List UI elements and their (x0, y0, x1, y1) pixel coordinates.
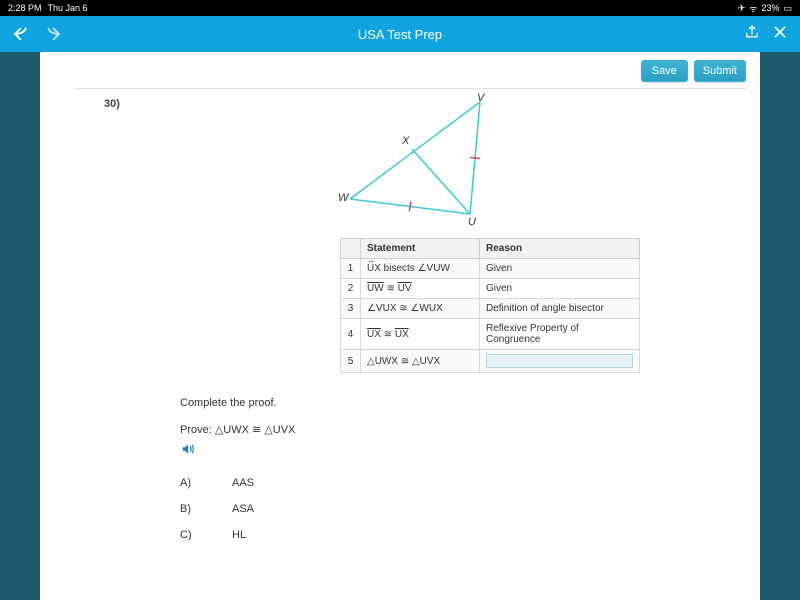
choice-letter: C) (180, 529, 194, 541)
question-number: 30) (104, 98, 120, 110)
battery-text: 23% (761, 3, 779, 13)
col-statement: Statement (361, 239, 480, 259)
submit-button[interactable]: Submit (694, 60, 746, 82)
triangle-diagram: V X W U (340, 94, 540, 224)
answer-choice[interactable]: B) ASA (180, 503, 295, 515)
row-num: 1 (341, 259, 361, 279)
save-button[interactable]: Save (641, 60, 688, 82)
wifi-icon: ᯤ (749, 2, 757, 15)
prompt-area: Complete the proof. Prove: △UWX ≅ △UVX A… (180, 397, 295, 555)
battery-icon: ▭ (783, 3, 792, 14)
table-row: 4UX ≅ UXReflexive Property of Congruence (341, 319, 640, 350)
audio-icon[interactable] (180, 442, 295, 459)
row-reason: Reflexive Property of Congruence (480, 319, 640, 350)
prompt-prove: Prove: △UWX ≅ △UVX (180, 423, 295, 436)
row-statement: UW ≅ UV (361, 279, 480, 299)
row-statement: UX ≅ UX (361, 319, 480, 350)
vertex-x: X (402, 135, 409, 147)
choice-letter: A) (180, 477, 194, 489)
content-page: Save Submit 30) V X W U Statement Reason… (40, 52, 760, 600)
row-num: 3 (341, 299, 361, 319)
row-num: 5 (341, 350, 361, 373)
vertex-v: V (477, 92, 484, 104)
row-reason: Given (480, 259, 640, 279)
airplane-icon: ✈ (738, 3, 746, 14)
choice-text: HL (232, 529, 246, 541)
table-row: 5△UWX ≅ △UVX (341, 350, 640, 373)
app-header: USA Test Prep (0, 16, 800, 52)
status-time: 2:28 PM (8, 3, 42, 13)
close-icon[interactable] (772, 24, 788, 45)
row-reason[interactable] (480, 350, 640, 373)
table-row: 1↔UX bisects ∠VUWGiven (341, 259, 640, 279)
row-num: 2 (341, 279, 361, 299)
choice-letter: B) (180, 503, 194, 515)
proof-table: Statement Reason 1↔UX bisects ∠VUWGiven2… (340, 238, 640, 373)
share-icon[interactable] (744, 24, 760, 45)
status-right: ✈ ᯤ 23% ▭ (738, 2, 792, 15)
vertex-u: U (468, 216, 476, 228)
row-reason: Given (480, 279, 640, 299)
choice-text: AAS (232, 477, 254, 489)
row-reason: Definition of angle bisector (480, 299, 640, 319)
vertex-w: W (338, 192, 348, 204)
prompt-complete: Complete the proof. (180, 397, 295, 409)
answer-choice[interactable]: C) HL (180, 529, 295, 541)
row-num: 4 (341, 319, 361, 350)
col-reason: Reason (480, 239, 640, 259)
choice-text: ASA (232, 503, 254, 515)
table-row: 2UW ≅ UVGiven (341, 279, 640, 299)
back-button[interactable] (12, 25, 30, 43)
row-statement: △UWX ≅ △UVX (361, 350, 480, 373)
answer-choice[interactable]: A) AAS (180, 477, 295, 489)
row-statement: ∠VUX ≅ ∠WUX (361, 299, 480, 319)
forward-button[interactable] (44, 25, 62, 43)
answer-drop-slot[interactable] (486, 354, 633, 368)
status-date: Thu Jan 6 (48, 3, 88, 13)
status-bar: 2:28 PM Thu Jan 6 ✈ ᯤ 23% ▭ (0, 0, 800, 16)
page-title: USA Test Prep (358, 27, 442, 42)
table-row: 3∠VUX ≅ ∠WUXDefinition of angle bisector (341, 299, 640, 319)
row-statement: ↔UX bisects ∠VUW (361, 259, 480, 279)
